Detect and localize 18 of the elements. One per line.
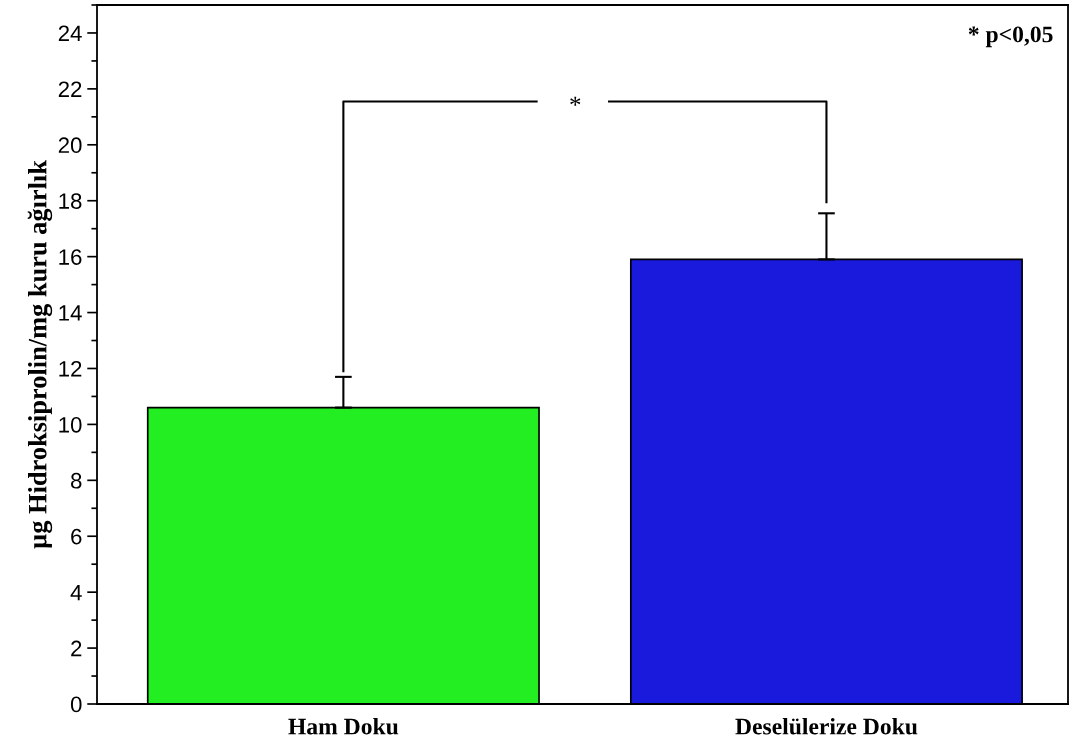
y-axis-title: µg Hidroksiprolin/mg kuru ağırlık <box>27 160 53 549</box>
y-tick-label: 20 <box>58 137 82 154</box>
x-tick-label: Ham Doku <box>288 717 399 735</box>
x-tick-label: Deselülerize Doku <box>735 717 918 735</box>
y-tick-label: 22 <box>58 81 82 97</box>
y-tick-label: 18 <box>59 193 82 209</box>
y-tick-label: 8 <box>71 472 82 489</box>
y-tick-label: 4 <box>70 584 82 601</box>
annotation: * p<0,05 <box>968 26 1053 48</box>
y-tick-label: 16 <box>59 249 82 265</box>
y-tick-label: 10 <box>59 416 82 433</box>
y-tick-label: 14 <box>59 305 82 321</box>
y-tick-label: 12 <box>59 361 82 377</box>
y-tick-label: 2 <box>71 640 82 657</box>
y-tick-label: 6 <box>71 528 82 545</box>
annotation: * <box>570 96 581 106</box>
y-tick-label: 0 <box>70 696 82 713</box>
y-tick-label: 24 <box>58 25 82 42</box>
